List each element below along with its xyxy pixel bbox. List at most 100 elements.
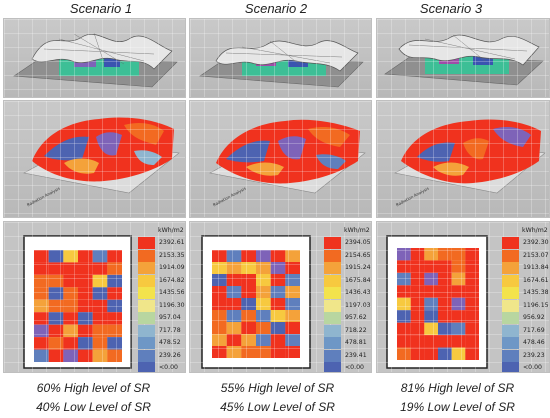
heat-tile [270,334,286,346]
heat-tile [424,297,438,311]
heat-tile [48,287,64,300]
heat-tile [226,322,242,334]
legend-unit: kWh/m2 [522,227,548,234]
heat-tile [410,248,425,261]
legend-swatch [324,249,341,262]
heat-tile [226,310,242,322]
legend-swatch [138,362,155,372]
legend-swatch [502,312,519,324]
heat-tile [212,250,227,262]
heat-tile [63,337,78,350]
heat-tile [285,274,300,286]
scenario-3-massing-view [376,18,550,98]
legend-value: 478.46 [523,339,545,346]
legend-value: 956.92 [523,314,545,321]
heat-tile [241,322,256,334]
heat-tile [92,349,108,362]
heat-tile [270,346,286,358]
heat-tile [285,346,300,358]
heat-tile [465,260,479,273]
heat-tile [451,335,466,348]
heat-tile [410,272,425,286]
scenario-2-plan-svg [201,235,311,369]
heat-tile [410,335,425,348]
legend-swatch [138,349,155,362]
legend-value: 1436.43 [345,289,371,296]
heat-tile [397,297,411,311]
heat-tile [48,262,64,275]
heat-tile [270,250,286,262]
heat-tile [34,312,49,325]
heat-tile [270,262,286,274]
heat-tile [78,299,93,313]
heat-tile [424,272,438,286]
heat-tile [78,337,93,350]
heat-tile [78,312,93,325]
legend-swatch [502,287,519,299]
heat-tile [270,274,286,286]
heat-tile [92,274,108,288]
legend-value: 239.23 [523,351,545,359]
legend-swatch [502,337,519,349]
legend-swatch [138,287,155,299]
heat-tile [78,324,93,338]
heat-tile [438,285,452,298]
heat-tile [107,337,122,350]
heat-tile [410,322,425,336]
legend-swatch [324,324,341,337]
legend-swatch [138,249,155,262]
heat-tile [78,349,93,362]
heat-tile [92,324,108,338]
legend-value: <0.00 [523,364,542,371]
legend-swatch [138,312,155,324]
heat-tile [285,286,300,298]
legend-value: 478.52 [159,339,181,346]
heat-tile [241,286,256,298]
heat-tile [256,322,271,334]
legend-swatch [138,274,155,287]
legend-swatch [324,262,341,274]
heat-tile [424,248,438,261]
legend-value: 239.26 [159,351,181,359]
heat-tile [465,297,479,311]
heat-tile [285,310,300,322]
legend-value: 717.78 [159,326,181,334]
heat-tile [241,262,256,274]
heat-tile [465,310,479,323]
heat-tile [438,310,452,323]
heat-tile [226,334,242,346]
heat-tile [270,286,286,298]
heat-tile [63,312,78,325]
legend-swatch [324,362,341,372]
legend-value: 239.41 [345,351,367,359]
heat-tile [212,310,227,322]
heat-tile [78,262,93,275]
heat-tile [212,346,227,358]
heat-tile [226,286,242,298]
scenario-2-low-sr: 45% Low Level of SR [220,400,335,414]
heat-tile [107,324,122,338]
heat-tile [256,262,271,274]
heat-tile [92,337,108,350]
heat-tile [256,346,271,358]
legend-value: 2392.30< [523,239,549,246]
legend-swatch [502,262,519,274]
heat-tile [92,312,108,325]
heat-tile [212,274,227,286]
legend-value: 718.22 [345,326,367,334]
scenario-3-high-sr: 81% High level of SR [400,381,515,395]
legend-swatch [502,249,519,262]
heat-tile [107,262,122,275]
legend-value: <0.00 [159,364,178,371]
heat-tile [92,262,108,275]
heat-tile [212,298,227,310]
heat-tile [48,274,64,288]
legend-swatch [324,237,341,249]
heat-tile [226,346,242,358]
heat-tile [397,310,411,323]
legend-swatch [138,262,155,274]
heat-tile [451,285,466,298]
scenario-2-plan-view: kWh/m2 2394.05< 2154.65 1915.24 1675.84 1436… [189,221,372,373]
heat-tile [212,286,227,298]
heat-tile [451,297,466,311]
